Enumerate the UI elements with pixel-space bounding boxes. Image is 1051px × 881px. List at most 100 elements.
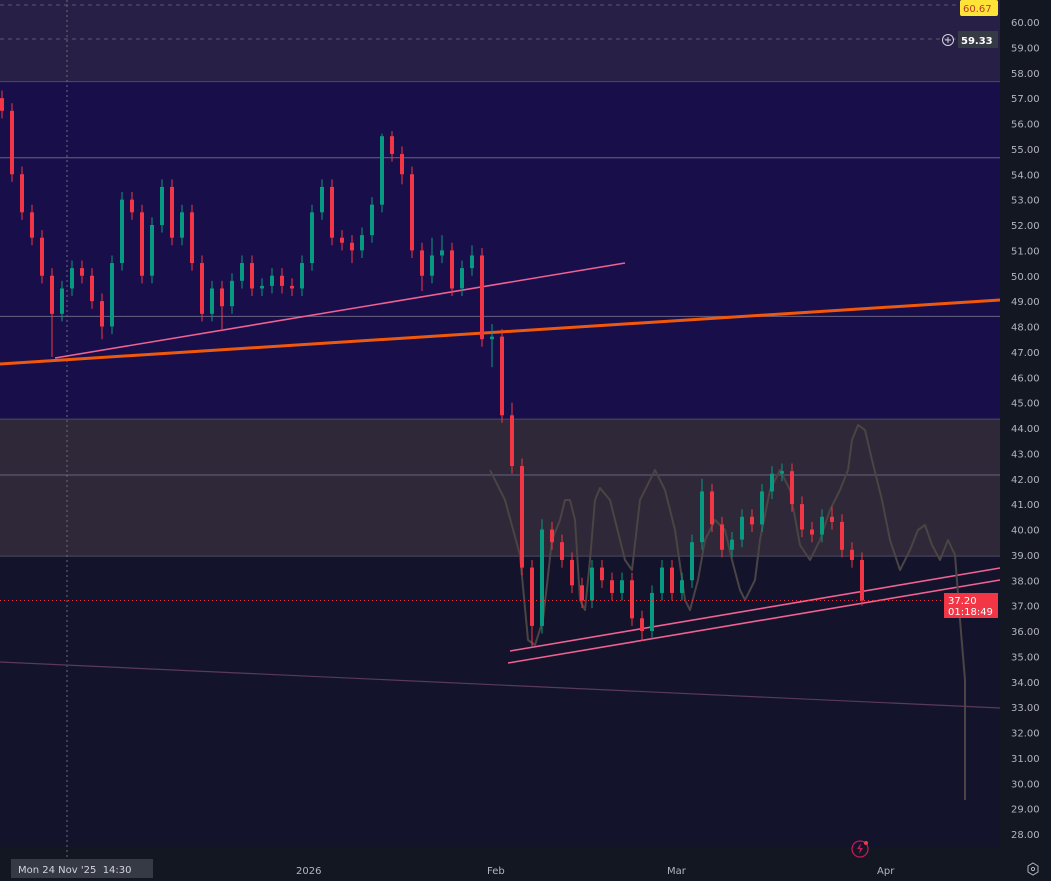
candle-body (830, 516, 834, 522)
lightning-icon[interactable] (851, 840, 869, 858)
candle (610, 572, 614, 601)
candle-body (70, 268, 74, 289)
gear-icon[interactable] (1027, 862, 1039, 876)
candle (60, 280, 64, 322)
candle (510, 402, 514, 474)
candle (260, 278, 264, 297)
drawings-layer[interactable] (0, 262, 1001, 800)
candle-body (50, 275, 54, 314)
pink-trendline[interactable] (54, 262, 626, 359)
channel-lower-line[interactable] (507, 579, 1001, 664)
price-tick: 52.00 (1011, 221, 1040, 232)
candle-body (590, 567, 594, 601)
candle-body (0, 98, 4, 111)
candle (70, 260, 74, 297)
time-tick-mar: Mar (667, 866, 687, 877)
candle-body (20, 174, 24, 213)
price-tick: 49.00 (1011, 297, 1040, 308)
candle (540, 519, 544, 634)
candle (620, 572, 624, 601)
candle (790, 463, 794, 512)
price-tick: 36.00 (1011, 627, 1040, 638)
price-tick: 40.00 (1011, 526, 1040, 537)
price-tick: 31.00 (1011, 754, 1040, 765)
candle (710, 483, 714, 533)
candle (810, 521, 814, 543)
candle (700, 478, 704, 550)
candle (450, 242, 454, 297)
candle (770, 466, 774, 500)
candle (300, 255, 304, 297)
orange-trendline[interactable] (0, 298, 1001, 366)
candle (470, 245, 474, 276)
candle-body (90, 275, 94, 302)
descending-trendline[interactable] (0, 661, 1001, 709)
candle-body (700, 491, 704, 543)
candle-body (580, 585, 584, 601)
price-tick: 55.00 (1011, 145, 1040, 156)
price-tick: 50.00 (1011, 272, 1040, 283)
candle (670, 559, 674, 601)
candle-body (680, 580, 684, 593)
candle (760, 483, 764, 533)
candle-body (300, 263, 304, 289)
candle-body (550, 529, 554, 543)
candle (170, 179, 174, 246)
candle (660, 559, 664, 601)
price-tick: 28.00 (1011, 830, 1040, 841)
candle-body (610, 580, 614, 593)
candle (120, 192, 124, 271)
price-axis[interactable]: 60.00 59.00 58.00 57.00 56.00 55.00 54.00 53.00… (1000, 0, 1051, 858)
candle (560, 534, 564, 568)
candle (850, 542, 854, 568)
candle (820, 509, 824, 543)
price-tick: 53.00 (1011, 196, 1040, 207)
candles-layer (0, 90, 864, 647)
candle (550, 521, 554, 550)
candle-body (190, 212, 194, 264)
plus-icon (945, 37, 951, 43)
candle-body (430, 255, 434, 276)
candle (730, 532, 734, 558)
crosshair-time-label: Mon 24 Nov '25 14:30 (11, 859, 153, 878)
freehand-projection-path[interactable] (489, 424, 966, 800)
candle (370, 197, 374, 243)
candle (90, 268, 94, 309)
candle-body (730, 539, 734, 550)
candle (410, 166, 414, 258)
candle (500, 329, 504, 423)
candle-body (720, 524, 724, 550)
candle-body (570, 559, 574, 586)
candle (840, 514, 844, 558)
candle (200, 255, 204, 322)
price-tick: 44.00 (1011, 424, 1040, 435)
candle-body (100, 301, 104, 327)
candle-body (520, 466, 524, 568)
candle-body (850, 549, 854, 560)
candle-body (30, 212, 34, 238)
zone-0 (0, 0, 1000, 82)
candle-body (60, 288, 64, 314)
candle-body (310, 212, 314, 264)
candle-body (130, 199, 134, 213)
candle (110, 255, 114, 335)
candle (250, 255, 254, 297)
zone-3 (0, 556, 1000, 847)
plus-circle-icon[interactable] (942, 34, 954, 46)
candle-body (200, 263, 204, 314)
candle-body (210, 288, 214, 314)
candle-body (860, 559, 864, 601)
candle (780, 463, 784, 482)
price-tick: 32.00 (1011, 729, 1040, 740)
channel-upper-line[interactable] (509, 567, 1001, 652)
candle-body (710, 491, 714, 525)
candle-body (370, 204, 374, 236)
candle-body (530, 567, 534, 626)
candle-body (150, 225, 154, 276)
candle (650, 585, 654, 639)
candle-body (170, 186, 174, 238)
time-axis[interactable] (0, 858, 1051, 881)
price-tick: 37.00 (1011, 602, 1040, 613)
candle-body (840, 521, 844, 550)
